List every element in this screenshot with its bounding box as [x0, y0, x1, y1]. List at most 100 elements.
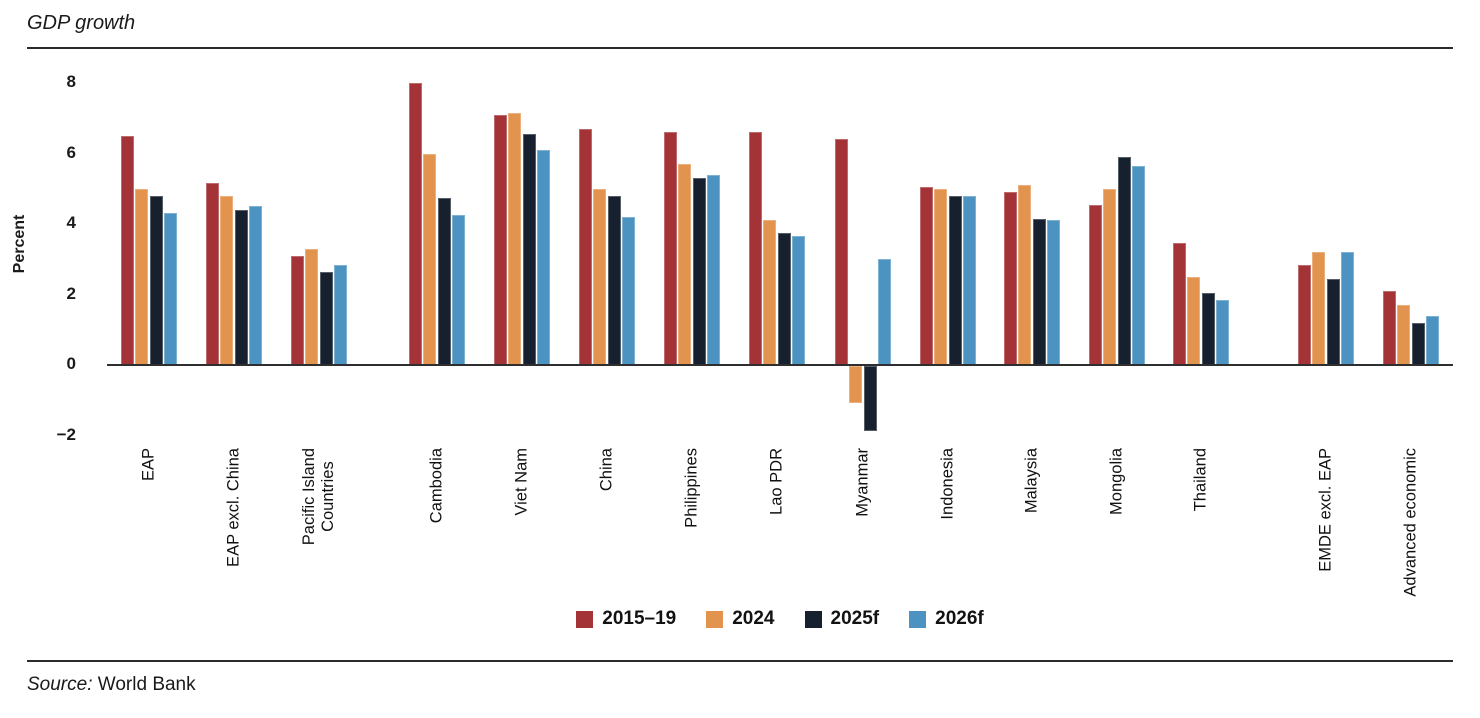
bar-2024-philippines: [678, 164, 692, 365]
source-note: Source: World Bank: [27, 674, 196, 696]
y-tick-label: 2: [66, 283, 76, 303]
y-tick-label: 0: [66, 354, 76, 373]
legend-label: 2026f: [935, 608, 984, 629]
bar-2025f-myanmar: [863, 366, 877, 432]
x-axis-line: [107, 364, 1453, 366]
bar-2026f-eap: [163, 213, 177, 365]
top-divider: [27, 47, 1453, 49]
legend-label: 2025f: [830, 608, 880, 629]
bar-201519-myanmar: [835, 139, 848, 365]
bar-2025f-viet-nam: [522, 134, 536, 365]
bar-2026f-cambodia: [451, 215, 465, 365]
chart-title: GDP growth: [27, 12, 136, 34]
bar-2026f-malaysia: [1046, 220, 1060, 365]
x-axis-tick-label: Advanced economic: [1401, 448, 1420, 597]
bar-201519-mongolia: [1089, 204, 1102, 365]
x-axis-tick-label: Mongolia: [1107, 448, 1126, 515]
bar-2026f-china: [621, 216, 635, 365]
bar-2026f-eap-excl-china: [248, 206, 262, 365]
x-axis-tick-label: Viet Nam: [512, 448, 531, 516]
bar-2025f-eap-excl-china: [234, 209, 248, 365]
legend-item: 2026f: [909, 608, 984, 630]
bar-2026f-thailand: [1215, 299, 1229, 365]
bar-2026f-pacific-island: [333, 264, 347, 365]
bar-2024-cambodia: [423, 153, 437, 365]
y-tick-label: 4: [66, 213, 76, 232]
bar-2026f-myanmar: [877, 259, 891, 365]
bar-2024-myanmar: [849, 366, 863, 403]
bar-201519-viet-nam: [494, 114, 507, 365]
legend-item: 2024: [706, 608, 775, 630]
legend-swatch-icon: [706, 610, 724, 628]
bar-2024-china: [593, 188, 607, 365]
bar-201519-emde-excl-eap: [1298, 264, 1311, 365]
x-axis-tick-label: EMDE excl. EAP: [1316, 448, 1335, 572]
y-tick-label: −2: [56, 424, 76, 444]
legend-item: 2025f: [804, 608, 880, 630]
bar-2024-eap-excl-china: [220, 195, 234, 365]
bar-2025f-mongolia: [1117, 157, 1131, 365]
bar-201519-china: [579, 128, 592, 365]
bar-201519-cambodia: [409, 83, 422, 365]
y-tick-label: 6: [66, 142, 76, 162]
bar-2025f-cambodia: [437, 197, 451, 365]
x-axis-tick-label: Cambodia: [427, 448, 446, 524]
legend-item: 2015–19: [576, 608, 676, 630]
bar-2026f-emde-excl-eap: [1340, 252, 1354, 365]
x-axis-tick-label: Pacific Island Countries: [299, 448, 337, 546]
x-axis-tick-label: Philippines: [682, 448, 701, 528]
x-axis-tick-label: EAP excl. China: [224, 448, 243, 567]
x-axis-tick-label: China: [597, 448, 616, 492]
bar-2024-pacific-island: [305, 248, 319, 365]
y-tick-label: 8: [66, 72, 76, 91]
chart-legend: 2015–19 2024 2025f 2026f: [107, 608, 1453, 630]
bar-2025f-thailand: [1201, 292, 1215, 365]
bar-2024-eap: [135, 188, 149, 365]
bar-201519-thailand: [1173, 243, 1186, 365]
legend-swatch-icon: [804, 610, 822, 628]
bar-201519-advanced-economic: [1383, 290, 1396, 365]
bar-2026f-mongolia: [1131, 165, 1145, 365]
bar-2025f-china: [607, 195, 621, 365]
x-axis-tick-label: EAP: [139, 448, 158, 482]
bar-2026f-viet-nam: [536, 149, 550, 365]
x-axis-tick-label: Myanmar: [853, 448, 872, 517]
bar-2024-viet-nam: [508, 112, 522, 365]
bar-201519-pacific-island: [291, 255, 304, 365]
bar-2026f-lao-pdr: [791, 236, 805, 365]
legend-swatch-icon: [576, 610, 594, 628]
bar-2024-lao-pdr: [763, 220, 777, 365]
bar-2026f-indonesia: [962, 195, 976, 365]
bar-2024-emde-excl-eap: [1312, 252, 1326, 365]
bar-2025f-malaysia: [1032, 218, 1046, 365]
bar-2024-indonesia: [934, 188, 948, 365]
bar-2026f-advanced-economic: [1425, 315, 1439, 365]
bar-2025f-eap: [149, 195, 163, 365]
bar-201519-philippines: [664, 132, 677, 365]
bar-2024-malaysia: [1018, 185, 1032, 365]
x-axis-tick-label: Thailand: [1191, 448, 1210, 512]
source-label: Source:: [27, 674, 93, 695]
bar-2026f-philippines: [706, 174, 720, 365]
bar-201519-lao-pdr: [749, 132, 762, 365]
x-axis-tick-label: Indonesia: [938, 448, 957, 520]
bar-201519-malaysia: [1004, 192, 1017, 365]
legend-label: 2015–19: [602, 608, 677, 629]
x-axis-tick-label: Malaysia: [1022, 448, 1041, 514]
bar-2025f-pacific-island: [319, 271, 333, 365]
bar-201519-eap-excl-china: [206, 183, 219, 365]
bar-2025f-lao-pdr: [777, 232, 791, 365]
bar-2025f-indonesia: [948, 195, 962, 365]
bar-2024-mongolia: [1103, 188, 1117, 365]
bar-2025f-advanced-economic: [1411, 322, 1425, 365]
bar-201519-eap: [121, 135, 134, 365]
bottom-divider: [27, 660, 1453, 662]
bar-2024-thailand: [1187, 276, 1201, 365]
source-text: World Bank: [97, 674, 196, 695]
legend-label: 2024: [732, 608, 775, 629]
bar-2025f-philippines: [692, 178, 706, 365]
bar-201519-indonesia: [920, 186, 933, 365]
legend-swatch-icon: [909, 610, 927, 628]
bar-2025f-emde-excl-eap: [1326, 278, 1340, 365]
